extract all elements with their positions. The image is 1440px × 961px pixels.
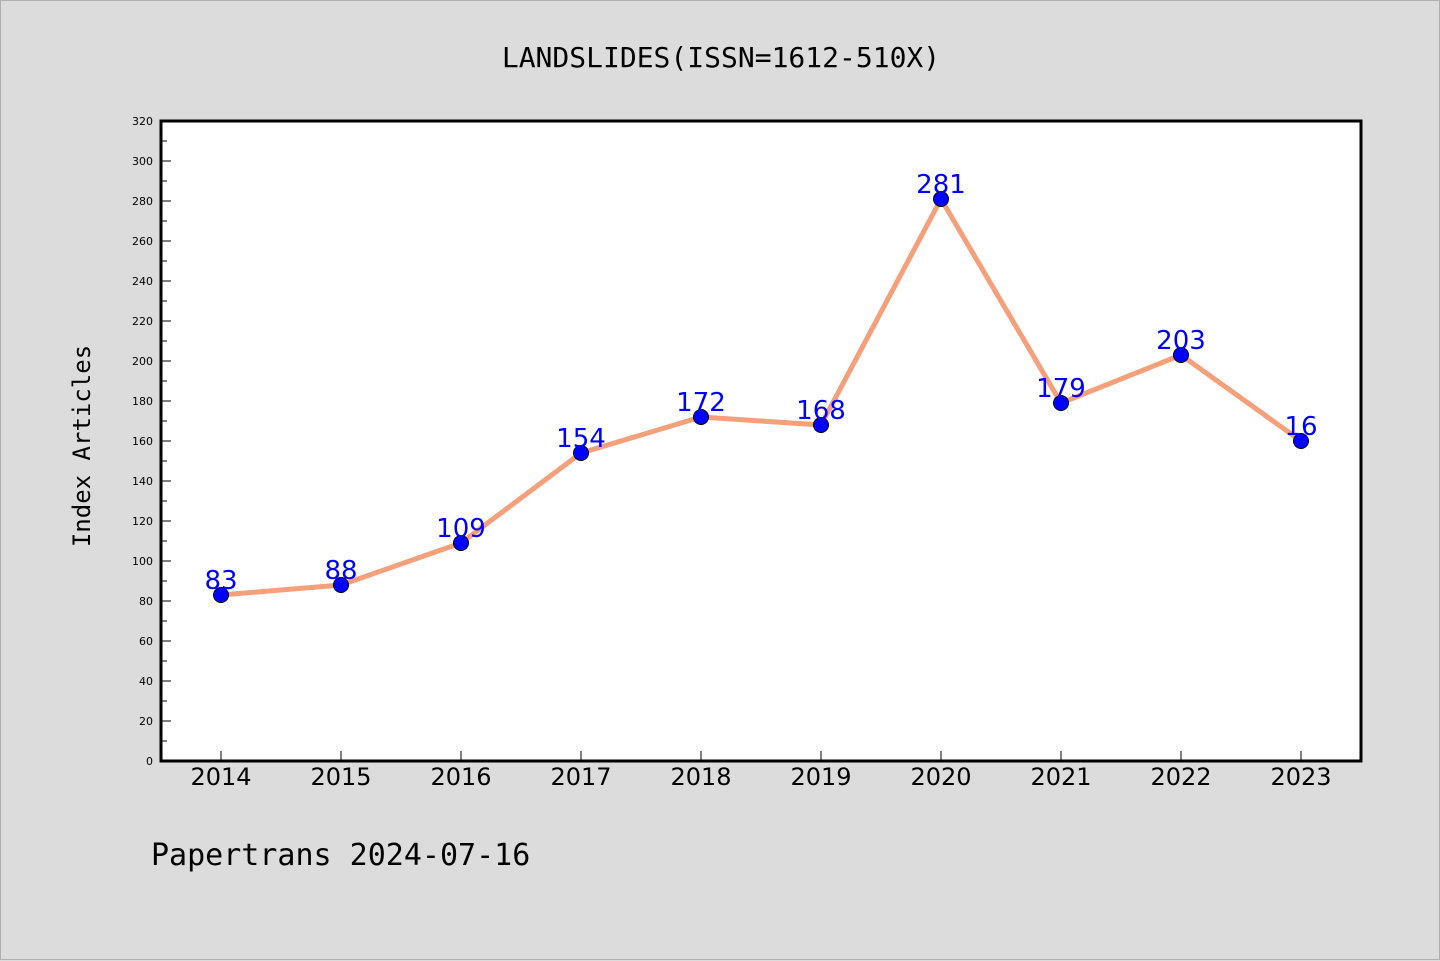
data-point — [813, 417, 829, 433]
y-tick-label: 160 — [132, 435, 153, 448]
x-tick-label: 2022 — [1150, 763, 1211, 791]
footer-watermark: Papertrans 2024-07-16 — [151, 838, 530, 873]
y-tick-label: 220 — [132, 315, 153, 328]
y-tick-label: 260 — [132, 235, 153, 248]
data-point — [933, 191, 949, 207]
y-tick-label: 20 — [139, 715, 153, 728]
x-tick-label: 2020 — [910, 763, 971, 791]
data-label: 168 — [796, 396, 846, 426]
x-tick-label: 2015 — [310, 763, 371, 791]
x-tick-label: 2018 — [670, 763, 731, 791]
data-label: 281 — [916, 170, 966, 200]
data-label: 203 — [1156, 326, 1206, 356]
series-markers — [213, 191, 1309, 603]
series-line — [220, 196, 1303, 598]
data-label: 83 — [204, 566, 237, 596]
y-tick-label: 300 — [132, 155, 153, 168]
y-tick-label: 120 — [132, 515, 153, 528]
x-tick-label: 2017 — [550, 763, 611, 791]
y-tick-label: 0 — [146, 755, 153, 768]
y-tick-label: 40 — [139, 675, 153, 688]
data-point — [1293, 433, 1309, 449]
data-label: 172 — [676, 388, 726, 418]
x-axis: 2014 2015 2016 2017 2018 2019 2020 2021 2022 2023 — [190, 751, 1332, 791]
plot-area — [159, 119, 1363, 763]
x-tick-label: 2016 — [430, 763, 491, 791]
x-tick-label: 2023 — [1270, 763, 1331, 791]
y-tick-label: 180 — [132, 395, 153, 408]
data-point — [1173, 347, 1189, 363]
y-tick-label: 200 — [132, 355, 153, 368]
data-labels: 83 88 109 154 172 168 281 179 203 16 — [204, 170, 1317, 596]
data-point — [693, 409, 709, 425]
data-point — [333, 577, 349, 593]
data-point — [213, 587, 229, 603]
y-tick-label: 320 — [132, 115, 153, 128]
y-axis-label: Index Articles — [68, 345, 96, 547]
data-label: 154 — [556, 424, 606, 454]
x-tick-label: 2019 — [790, 763, 851, 791]
data-label: 88 — [324, 556, 357, 586]
y-tick-label: 280 — [132, 195, 153, 208]
data-label: 109 — [436, 514, 486, 544]
y-tick-label: 240 — [132, 275, 153, 288]
data-point — [573, 445, 589, 461]
x-tick-label: 2014 — [190, 763, 251, 791]
data-label: 16 — [1284, 412, 1317, 442]
chart-title: LANDSLIDES(ISSN=1612-510X) — [502, 41, 940, 74]
y-tick-label: 80 — [139, 595, 153, 608]
data-label: 179 — [1036, 374, 1086, 404]
y-tick-label: 60 — [139, 635, 153, 648]
x-tick-label: 2021 — [1030, 763, 1091, 791]
data-point — [453, 535, 469, 551]
y-axis: 0 20 40 60 80 100 120 140 160 180 200 220 240 260 280 3… — [132, 115, 171, 768]
data-point — [1053, 395, 1069, 411]
y-tick-label: 140 — [132, 475, 153, 488]
y-tick-label: 100 — [132, 555, 153, 568]
